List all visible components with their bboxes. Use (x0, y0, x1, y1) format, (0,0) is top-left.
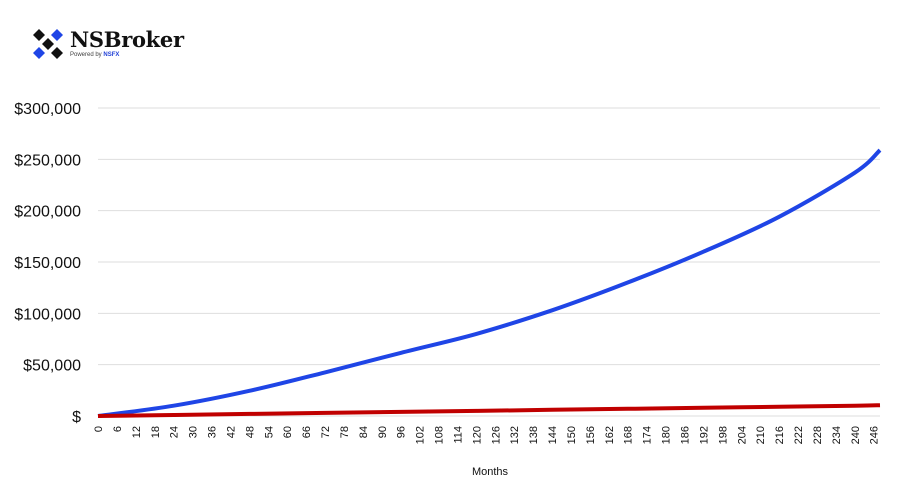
x-tick-label: 72 (320, 426, 332, 438)
x-tick-label: 90 (377, 426, 389, 438)
y-tick-label: $200,000 (14, 204, 81, 221)
x-tick-label: 108 (434, 426, 446, 444)
x-tick-label: 228 (812, 426, 824, 444)
x-tick-label: 240 (850, 426, 862, 444)
x-tick-label: 54 (263, 426, 275, 438)
x-tick-label: 144 (547, 426, 559, 444)
x-tick-label: 84 (358, 426, 370, 438)
logo: NSBroker Powered by NSFX (30, 27, 184, 63)
x-tick-label: 216 (774, 426, 786, 444)
x-tick-label: 210 (755, 426, 767, 444)
y-tick-label: $50,000 (23, 358, 81, 375)
x-tick-label: 12 (131, 426, 143, 438)
y-axis-ticks: $ $50,000 $100,000 $150,000 $200,000 $250,000… (14, 101, 81, 426)
x-tick-label: 156 (585, 426, 597, 444)
x-tick-label: 0 (93, 426, 105, 432)
x-tick-label: 168 (623, 426, 635, 444)
x-tick-label: 120 (471, 426, 483, 444)
x-tick-label: 138 (528, 426, 540, 444)
series-lines (97, 148, 882, 418)
x-tick-label: 36 (207, 426, 219, 438)
gridlines (98, 107, 880, 417)
brand-name: NSBroker (70, 27, 184, 52)
x-tick-label: 48 (244, 426, 256, 438)
x-tick-label: 150 (566, 426, 578, 444)
x-tick-label: 30 (188, 426, 200, 438)
x-tick-label: 204 (736, 426, 748, 444)
x-tick-label: 18 (150, 426, 162, 438)
x-tick-label: 126 (490, 426, 502, 444)
y-tick-label: $300,000 (14, 101, 81, 118)
x-tick-label: 198 (717, 426, 729, 444)
series-line-1 (97, 148, 882, 418)
x-tick-label: 246 (869, 426, 881, 444)
x-tick-label: 162 (604, 426, 616, 444)
x-tick-label: 234 (831, 426, 843, 444)
y-tick-label: $100,000 (14, 306, 81, 323)
x-tick-label: 102 (415, 426, 427, 444)
y-tick-label: $150,000 (14, 255, 81, 272)
powered-by: Powered by NSFX (70, 52, 120, 58)
x-axis-ticks: 0 6 12 18 24 30 36 42 48 54 60 66 72 78 84 90 96 102 108 11… (93, 426, 881, 444)
x-tick-label: 192 (698, 426, 710, 444)
series-line-2 (97, 403, 881, 418)
x-tick-label: 114 (452, 426, 464, 444)
x-axis-label: Months (472, 466, 509, 478)
x-tick-label: 222 (793, 426, 805, 444)
x-tick-label: 174 (642, 426, 654, 444)
x-tick-label: 42 (225, 426, 237, 438)
x-tick-label: 78 (339, 426, 351, 438)
x-tick-label: 96 (396, 426, 408, 438)
nsbroker-logo-icon (33, 29, 63, 59)
x-tick-label: 60 (282, 426, 294, 438)
x-tick-label: 24 (169, 426, 181, 438)
x-tick-label: 6 (112, 426, 124, 432)
y-tick-label: $250,000 (14, 152, 81, 169)
x-tick-label: 180 (661, 426, 673, 444)
x-tick-label: 132 (509, 426, 521, 444)
x-tick-label: 66 (301, 426, 313, 438)
y-tick-label: $ (72, 409, 81, 426)
x-tick-label: 186 (680, 426, 692, 444)
